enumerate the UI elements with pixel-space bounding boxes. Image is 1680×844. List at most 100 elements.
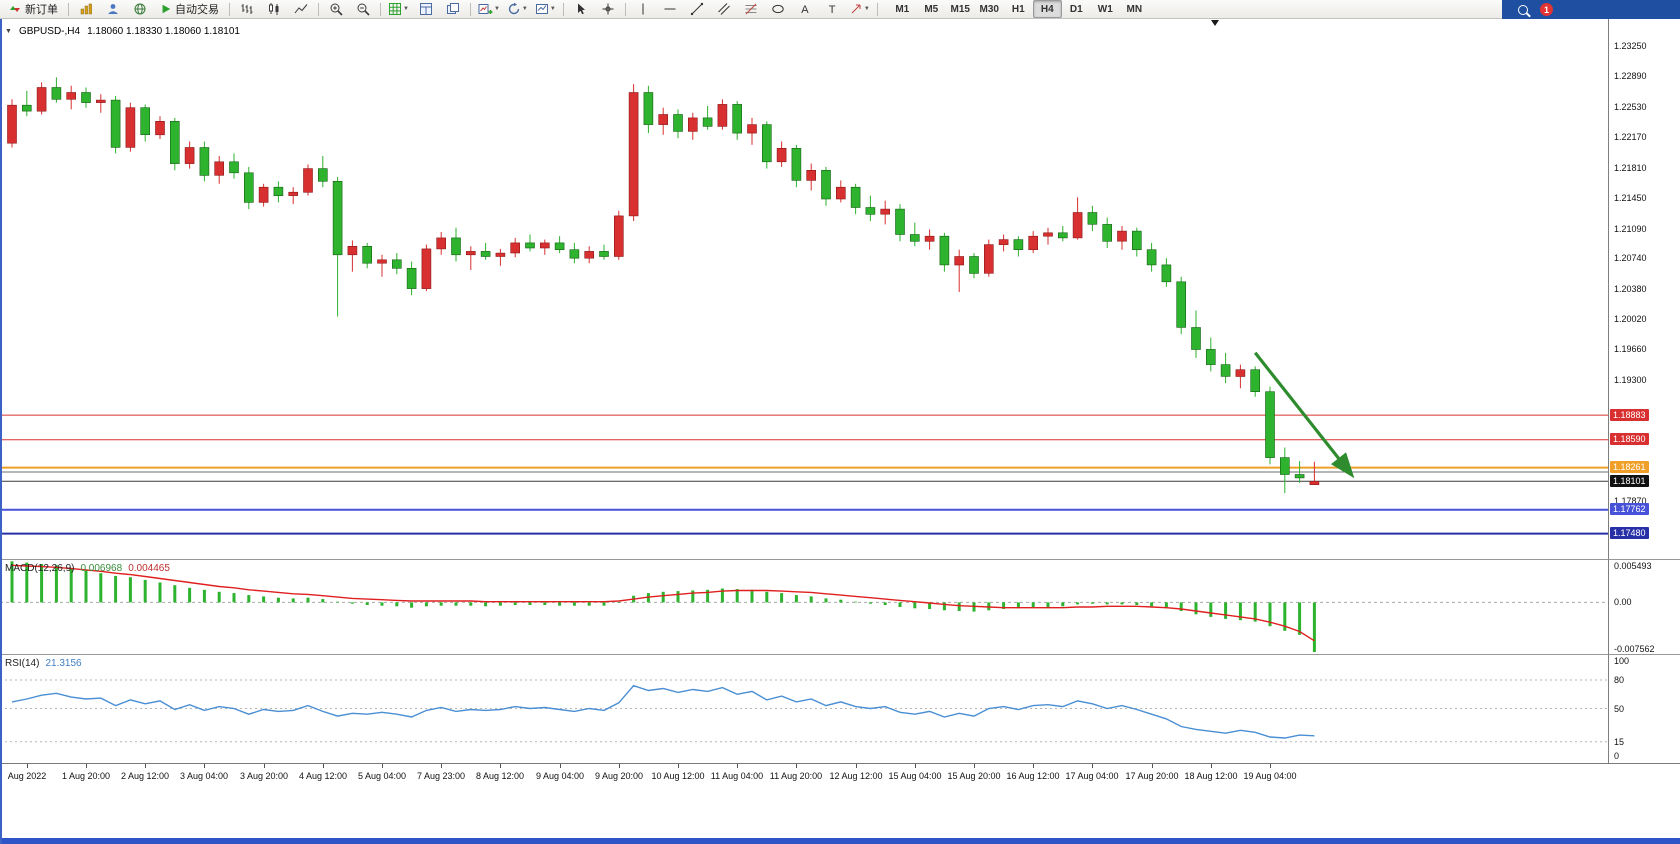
price-tick-label: 1.21090 bbox=[1614, 223, 1647, 234]
ellipse-icon bbox=[771, 2, 785, 16]
text-label-button[interactable]: T bbox=[819, 0, 845, 18]
chart-template-button[interactable]: ▼ bbox=[532, 0, 559, 18]
timeframe-button-h1[interactable]: H1 bbox=[1011, 3, 1025, 15]
time-label: 5 Aug 04:00 bbox=[357, 771, 407, 781]
current-price-badge: 1.18101 bbox=[1610, 474, 1649, 487]
vertical-line-button[interactable] bbox=[630, 0, 656, 18]
cursor-button[interactable] bbox=[568, 0, 594, 18]
price-tick-label: 1.20380 bbox=[1614, 283, 1647, 294]
zoom-in-button[interactable] bbox=[323, 0, 349, 18]
new-order-button[interactable]: 新订单 bbox=[2, 0, 64, 18]
rsi-chart[interactable] bbox=[0, 655, 1608, 764]
timeframe-button-mn[interactable]: MN bbox=[1126, 3, 1143, 15]
price-tick-label: 1.22170 bbox=[1614, 132, 1647, 143]
time-tick bbox=[441, 764, 442, 768]
line-chart-mode-button[interactable] bbox=[288, 0, 314, 18]
svg-text:T: T bbox=[829, 4, 836, 16]
tile-windows-button[interactable] bbox=[413, 0, 439, 18]
macd-main-value: 0.006968 bbox=[80, 563, 123, 574]
time-label: 9 Aug 20:00 bbox=[594, 771, 644, 781]
arrow-tool-icon bbox=[849, 2, 863, 16]
time-tick bbox=[974, 764, 975, 768]
window-left-border bbox=[0, 19, 2, 844]
profiles-button[interactable]: ▼ bbox=[504, 0, 531, 18]
channel-icon bbox=[717, 2, 731, 16]
macd-signal-value: 0.004465 bbox=[128, 563, 170, 574]
chart-template-icon bbox=[535, 2, 549, 16]
cascade-windows-button[interactable] bbox=[440, 0, 466, 18]
candlestick-chart[interactable] bbox=[0, 19, 1608, 559]
search-icon[interactable] bbox=[1518, 4, 1528, 15]
time-tick bbox=[86, 764, 87, 768]
time-label: 4 Aug 12:00 bbox=[298, 771, 348, 781]
tile-windows-icon bbox=[419, 2, 433, 16]
time-label: 19 Aug 04:00 bbox=[1243, 771, 1297, 781]
rsi-indicator-label: RSI(14) bbox=[5, 658, 40, 669]
fibonacci-button[interactable] bbox=[738, 0, 764, 18]
time-axis[interactable]: Aug 2022 1 Aug 20:00 2 Aug 12:00 3 Aug 04:0… bbox=[0, 763, 1680, 786]
auto-trading-button[interactable]: 自动交易 bbox=[154, 0, 225, 18]
candlestick-mode-button[interactable] bbox=[261, 0, 287, 18]
time-tick bbox=[619, 764, 620, 768]
timeframe-button-m30[interactable]: M30 bbox=[979, 3, 999, 15]
channel-button[interactable] bbox=[711, 0, 737, 18]
time-tick bbox=[500, 764, 501, 768]
trendline-button[interactable] bbox=[684, 0, 710, 18]
text-t-icon: T bbox=[825, 2, 839, 16]
time-tick bbox=[560, 764, 561, 768]
shapes-button[interactable] bbox=[765, 0, 791, 18]
price-tick-label: 1.20740 bbox=[1614, 253, 1647, 264]
time-label: 17 Aug 04:00 bbox=[1065, 771, 1119, 781]
toolbar-separator bbox=[68, 2, 69, 16]
grid-button[interactable]: ▼ bbox=[385, 0, 412, 18]
macd-panel[interactable]: MACD(12,26,9) 0.006968 0.004465 bbox=[0, 559, 1608, 654]
timeframe-button-w1[interactable]: W1 bbox=[1097, 3, 1113, 15]
new-chart-button[interactable]: ▼ bbox=[475, 0, 503, 18]
time-tick bbox=[1092, 764, 1093, 768]
zoom-out-button[interactable] bbox=[350, 0, 376, 18]
time-tick bbox=[1152, 764, 1153, 768]
auto-trading-label: 自动交易 bbox=[175, 4, 219, 16]
crosshair-button[interactable] bbox=[595, 0, 621, 18]
candlestick-icon bbox=[267, 2, 281, 16]
time-label: 7 Aug 23:00 bbox=[416, 771, 466, 781]
toolbar-separator bbox=[318, 2, 319, 16]
arrows-tool-button[interactable]: ▼ bbox=[846, 0, 873, 18]
accounts-button[interactable] bbox=[100, 0, 126, 18]
macd-axis: 0.005493 0.00 -0.007562 bbox=[1608, 559, 1680, 654]
chart-shift-marker[interactable] bbox=[1211, 20, 1219, 26]
ohlc-bars-icon bbox=[240, 2, 254, 16]
toolbar-separator bbox=[380, 2, 381, 16]
time-tick bbox=[145, 764, 146, 768]
time-label: 10 Aug 12:00 bbox=[651, 771, 705, 781]
price-tick-label: 1.22890 bbox=[1614, 71, 1647, 82]
grid-icon bbox=[388, 2, 402, 16]
price-tick-label: 1.17870 bbox=[1614, 495, 1647, 506]
play-icon bbox=[160, 3, 172, 15]
timeframe-button-m15[interactable]: M15 bbox=[950, 3, 970, 15]
price-tick-label: 1.21810 bbox=[1614, 162, 1647, 173]
new-order-icon bbox=[8, 2, 22, 16]
toolbar-separator bbox=[562, 2, 564, 16]
timeframe-button-h4[interactable]: H4 bbox=[1032, 0, 1062, 18]
timeframe-button-d1[interactable]: D1 bbox=[1069, 3, 1083, 15]
rsi-panel[interactable]: RSI(14) 21.3156 bbox=[0, 654, 1608, 764]
macd-label-row: MACD(12,26,9) 0.006968 0.004465 bbox=[5, 563, 170, 574]
market-watch-button[interactable] bbox=[73, 0, 99, 18]
time-label: 15 Aug 20:00 bbox=[947, 771, 1001, 781]
community-button[interactable] bbox=[127, 0, 153, 18]
time-label: 8 Aug 12:00 bbox=[475, 771, 525, 781]
bar-chart-mode-button[interactable] bbox=[234, 0, 260, 18]
rsi-tick-label: 0 bbox=[1614, 751, 1620, 761]
chevron-down-icon: ▼ bbox=[549, 6, 556, 12]
timeframe-button-m5[interactable]: M5 bbox=[924, 3, 939, 15]
vertical-line-icon bbox=[636, 2, 650, 16]
text-button[interactable]: A bbox=[792, 0, 818, 18]
time-tick bbox=[382, 764, 383, 768]
timeframe-button-m1[interactable]: M1 bbox=[895, 3, 910, 15]
trendline-icon bbox=[690, 2, 704, 16]
main-chart-panel[interactable]: ▼ GBPUSD-,H4 1.18060 1.18330 1.18060 1.1… bbox=[0, 19, 1608, 559]
horizontal-line-button[interactable] bbox=[657, 0, 683, 18]
notification-badge[interactable]: 1 bbox=[1540, 3, 1553, 16]
macd-chart[interactable] bbox=[0, 560, 1608, 654]
